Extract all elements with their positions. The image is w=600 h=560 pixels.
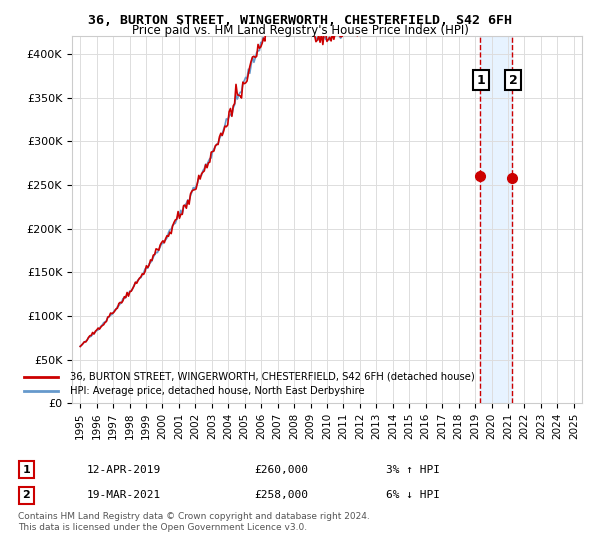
Text: 12-APR-2019: 12-APR-2019 — [87, 465, 161, 475]
Bar — [479, 36, 512, 403]
Text: 3% ↑ HPI: 3% ↑ HPI — [386, 465, 440, 475]
Text: Contains HM Land Registry data © Crown copyright and database right 2024.
This d: Contains HM Land Registry data © Crown c… — [18, 512, 370, 532]
Text: HPI: Average price, detached house, North East Derbyshire: HPI: Average price, detached house, Nort… — [70, 386, 364, 396]
Text: Price paid vs. HM Land Registry's House Price Index (HPI): Price paid vs. HM Land Registry's House … — [131, 24, 469, 36]
Text: 6% ↓ HPI: 6% ↓ HPI — [386, 491, 440, 501]
Text: 1: 1 — [23, 465, 30, 475]
Text: £258,000: £258,000 — [254, 491, 308, 501]
Text: 2: 2 — [23, 491, 30, 501]
Text: 36, BURTON STREET, WINGERWORTH, CHESTERFIELD, S42 6FH (detached house): 36, BURTON STREET, WINGERWORTH, CHESTERF… — [70, 372, 475, 382]
Text: £260,000: £260,000 — [254, 465, 308, 475]
Text: 36, BURTON STREET, WINGERWORTH, CHESTERFIELD, S42 6FH: 36, BURTON STREET, WINGERWORTH, CHESTERF… — [88, 14, 512, 27]
Text: 19-MAR-2021: 19-MAR-2021 — [87, 491, 161, 501]
Text: 1: 1 — [477, 73, 485, 87]
Text: 2: 2 — [509, 73, 518, 87]
